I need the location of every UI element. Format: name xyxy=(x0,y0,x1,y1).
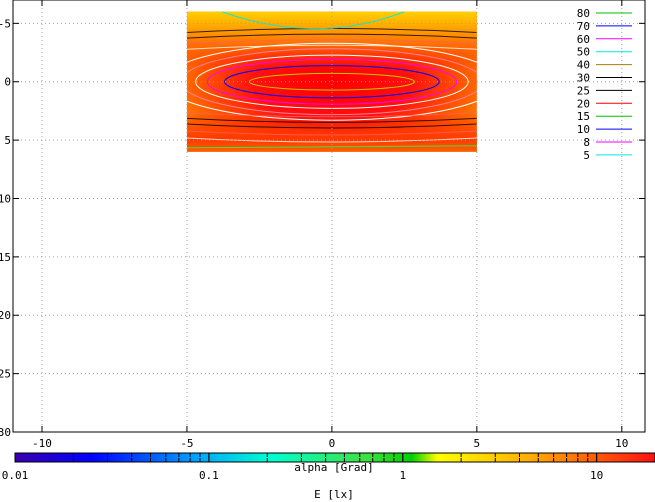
contour-ring xyxy=(224,65,440,99)
legend-label: 70 xyxy=(577,20,590,33)
contour-band xyxy=(186,137,477,143)
colorbar: 0.01 0.1 1 10 xyxy=(2,452,655,482)
legend-label: 8 xyxy=(583,136,590,149)
y-tick-label: 10 xyxy=(0,192,11,205)
contour-band xyxy=(186,33,477,39)
contour-band xyxy=(186,130,477,136)
legend-label: 30 xyxy=(577,72,590,85)
x-tick-label: 5 xyxy=(474,437,481,450)
y-tick-label: 25 xyxy=(0,368,11,381)
y-tick-label: 0 xyxy=(4,76,11,89)
contour-top xyxy=(221,11,405,30)
legend-label: 25 xyxy=(577,84,590,97)
contour-band xyxy=(186,123,477,129)
x-tick-label: -5 xyxy=(180,437,193,450)
y-tick-label: 30 xyxy=(0,426,11,439)
colorbar-label: E [lx] xyxy=(314,488,354,501)
contour-band xyxy=(186,117,477,123)
legend-label: 5 xyxy=(583,149,590,162)
legend-label: 20 xyxy=(577,97,590,110)
legend-label: 80 xyxy=(577,7,590,20)
x-tick-label: 10 xyxy=(615,437,628,450)
legend-label: 40 xyxy=(577,59,590,72)
contour-band xyxy=(186,44,477,50)
contour-band xyxy=(186,39,477,45)
legend-label: 15 xyxy=(577,110,590,123)
x-tick-label: 0 xyxy=(329,437,336,450)
legend-label: 10 xyxy=(577,123,590,136)
colorbar-tick-label: 0.01 xyxy=(2,469,29,482)
colorbar-tick-label: 10 xyxy=(590,469,603,482)
y-tick-label: -5 xyxy=(0,17,11,30)
x-axis-label: alpha [Grad] xyxy=(294,461,373,474)
contour-bottom xyxy=(186,145,477,149)
y-tick-label: 20 xyxy=(0,309,11,322)
y-tick-label: 15 xyxy=(0,251,11,264)
colorbar-tick-label: 1 xyxy=(399,469,406,482)
colorbar-tick-label: 0.1 xyxy=(199,469,219,482)
y-tick-label: 5 xyxy=(4,134,11,147)
x-tick-label: -10 xyxy=(32,437,52,450)
legend-label: 60 xyxy=(577,33,590,46)
plot-frame xyxy=(12,0,646,433)
legend-label: 50 xyxy=(577,46,590,59)
